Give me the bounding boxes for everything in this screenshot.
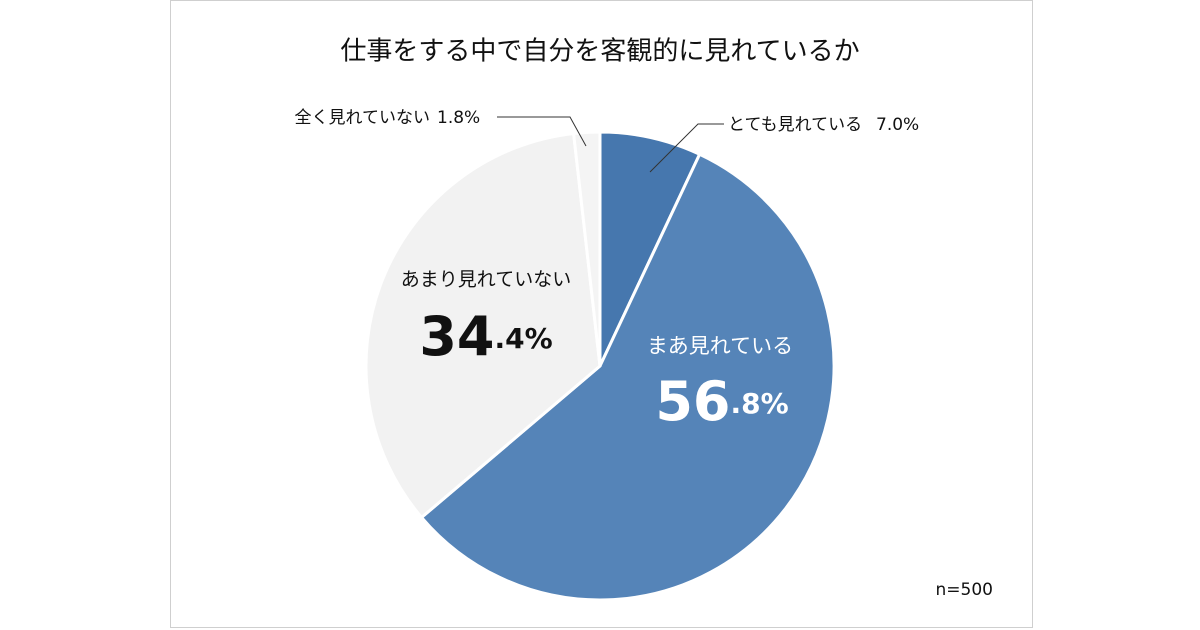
leader-line	[497, 116, 587, 147]
pie-slice	[364, 131, 602, 520]
pie-slice	[571, 130, 602, 367]
pie-slice	[598, 130, 702, 367]
chart-title: 仕事をする中で自分を客観的に見れているか	[340, 37, 859, 67]
value-label: 7.0%	[876, 115, 919, 135]
value-label: 34.4%	[419, 305, 552, 368]
leader-line	[649, 123, 724, 173]
sample-note: n=500	[936, 580, 993, 600]
slice-label: とても見れている	[728, 115, 862, 135]
slice-label: あまり見れていない	[401, 269, 571, 291]
slice-label: まあ見れている	[647, 334, 793, 358]
slice-label: 全く見れていない	[295, 108, 431, 128]
value-label: 56.8%	[655, 370, 788, 433]
pie-slice	[419, 152, 836, 602]
value-label: 1.8%	[437, 108, 480, 128]
